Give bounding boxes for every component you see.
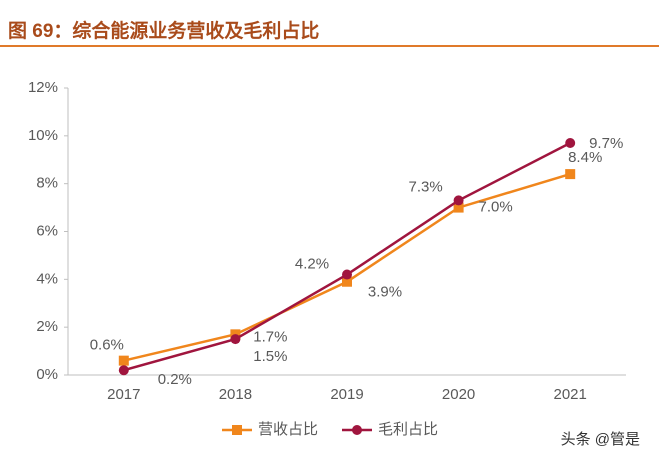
watermark: 头条 @管是 <box>561 431 640 448</box>
data-label: 3.9% <box>368 284 402 301</box>
point <box>118 365 129 376</box>
legend-label: 营收占比 <box>258 421 318 438</box>
legend-label: 毛利占比 <box>378 421 438 438</box>
data-label: 8.4% <box>568 149 602 166</box>
y-tick-label: 6% <box>36 222 58 239</box>
point <box>342 269 352 280</box>
y-tick-label: 8% <box>36 175 58 192</box>
point <box>453 195 464 206</box>
data-label: 0.6% <box>90 337 124 354</box>
y-tick-label: 10% <box>28 127 58 144</box>
x-tick-label: 2021 <box>554 386 587 403</box>
y-tick-label: 4% <box>36 270 58 287</box>
data-label: 0.2% <box>158 371 192 388</box>
data-label: 9.7% <box>589 135 623 152</box>
x-tick-label: 2017 <box>107 386 140 403</box>
point <box>453 202 464 213</box>
data-label: 1.7% <box>253 328 287 345</box>
y-tick-label: 12% <box>28 79 58 96</box>
point <box>565 169 576 180</box>
legend-marker <box>352 425 362 435</box>
data-label: 7.3% <box>408 178 442 195</box>
x-tick-label: 2018 <box>219 386 252 403</box>
y-tick-label: 0% <box>36 366 58 383</box>
point <box>342 276 352 287</box>
point <box>118 355 129 366</box>
series-line <box>123 141 571 372</box>
point <box>565 138 576 149</box>
point <box>230 334 241 345</box>
x-tick-label: 2019 <box>330 386 363 403</box>
chart-title: 图 69：综合能源业务营收及毛利占比 <box>8 19 319 42</box>
data-label: 4.2% <box>295 256 329 273</box>
x-tick-label: 2020 <box>442 386 475 403</box>
y-tick-label: 2% <box>36 318 58 335</box>
data-label: 7.0% <box>478 199 512 216</box>
legend-marker <box>232 425 242 435</box>
data-label: 1.5% <box>253 348 287 365</box>
